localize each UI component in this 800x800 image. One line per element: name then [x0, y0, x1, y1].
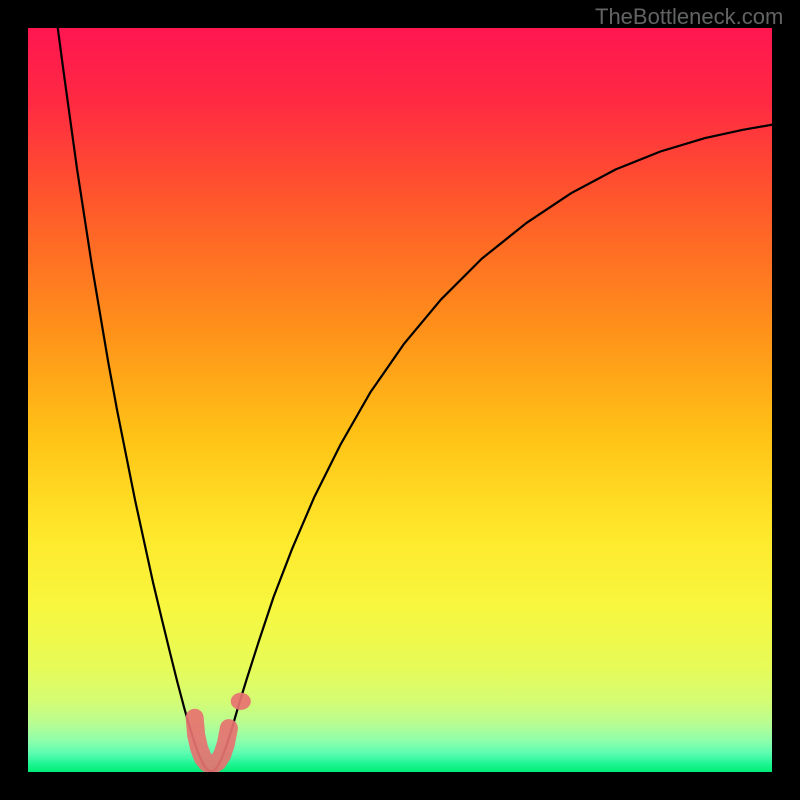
chart-svg [28, 28, 772, 772]
watermark-label: TheBottleneck.com [595, 4, 783, 30]
marker-dot [231, 693, 251, 710]
plot-area [28, 28, 772, 772]
gradient-background [28, 28, 772, 772]
